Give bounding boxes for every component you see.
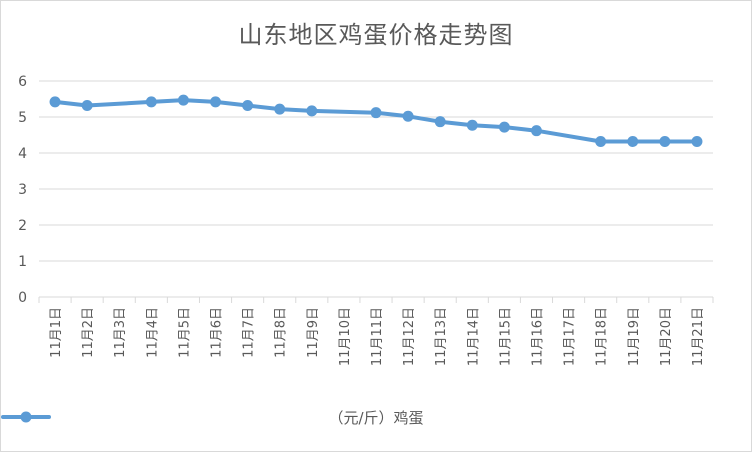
x-tick-label: 11月9日 — [306, 307, 321, 358]
data-point — [691, 135, 703, 147]
x-tick-label: 11月17日 — [563, 307, 578, 366]
x-tick-label: 11月13日 — [434, 307, 449, 366]
chart-title: 山东地区鸡蛋价格走势图 — [238, 21, 514, 49]
data-point — [242, 99, 254, 111]
x-tick-label: 11月7日 — [242, 307, 257, 358]
data-point — [210, 96, 222, 108]
x-tick-label: 11月18日 — [595, 307, 610, 366]
data-point — [177, 94, 189, 106]
x-tick-label: 11月11日 — [370, 307, 385, 366]
y-tick-label: 0 — [18, 290, 27, 306]
x-tick-label: 11月10日 — [338, 307, 353, 366]
y-tick-label: 2 — [18, 218, 27, 234]
x-tick-label: 11月1日 — [49, 307, 64, 358]
data-point — [659, 135, 671, 147]
y-tick-label: 5 — [18, 110, 27, 126]
x-tick-label: 11月2日 — [81, 307, 96, 358]
x-tick-label: 11月15日 — [498, 307, 513, 366]
x-tick-label: 11月6日 — [210, 307, 225, 358]
data-point — [274, 103, 286, 115]
x-tick-label: 11月19日 — [627, 307, 642, 366]
data-point — [498, 121, 510, 133]
x-tick-label: 11月20日 — [659, 307, 674, 366]
x-tick-label: 11月4日 — [145, 307, 160, 358]
x-tick-label: 11月3日 — [113, 307, 128, 358]
x-tick-label: 11月16日 — [530, 307, 545, 366]
legend-label: （元/斤）鸡蛋 — [328, 409, 424, 427]
data-point — [402, 110, 414, 122]
legend-marker — [1, 411, 51, 423]
data-point — [595, 135, 607, 147]
x-tick-label: 11月12日 — [402, 307, 417, 366]
x-tick-label: 11月5日 — [177, 307, 192, 358]
y-tick-label: 3 — [18, 182, 27, 198]
y-tick-label: 4 — [18, 146, 27, 162]
data-point — [434, 116, 446, 128]
legend: （元/斤）鸡蛋 — [1, 407, 751, 428]
data-point — [145, 96, 157, 108]
data-point — [466, 119, 478, 131]
line-chart: 0 1 2 3 4 5 6 11月1日 11月2日 11月3日 11月4日 11月5日 11月6日 11月… — [18, 74, 714, 366]
x-tick-label: 11月8日 — [274, 307, 289, 358]
x-tick-label: 11月14日 — [466, 307, 481, 366]
data-point — [81, 99, 93, 111]
data-point — [530, 125, 542, 137]
data-point — [370, 107, 382, 119]
data-point — [49, 96, 61, 108]
data-point — [306, 105, 318, 117]
y-tick-label: 6 — [18, 74, 27, 90]
x-tick-label: 11月21日 — [691, 307, 706, 366]
y-tick-label: 1 — [18, 254, 27, 270]
data-point — [627, 135, 639, 147]
